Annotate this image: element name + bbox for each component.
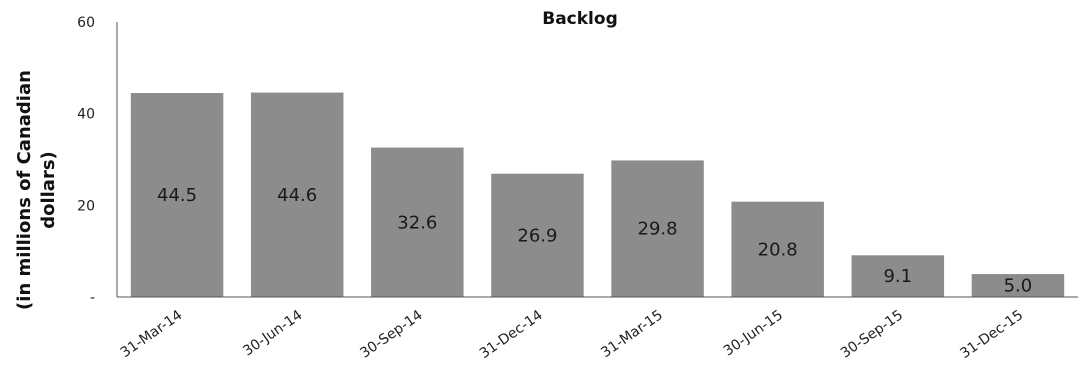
x-tick-label: 30-Jun-15 — [721, 307, 786, 359]
data-label-31-Mar-14: 44.5 — [157, 185, 197, 206]
y-tick-label: 40 — [77, 107, 95, 123]
data-label-31-Dec-15: 5.0 — [1004, 276, 1033, 297]
x-tick-label: 31-Dec-14 — [477, 307, 546, 362]
x-tick-label: 30-Jun-14 — [240, 307, 305, 359]
x-tick-label: 31-Mar-14 — [118, 307, 186, 361]
x-tick-label: 30-Sep-14 — [357, 307, 425, 362]
data-label-31-Dec-14: 26.9 — [517, 225, 557, 246]
y-tick-label: 60 — [77, 15, 95, 31]
y-tick-label: 20 — [77, 198, 95, 214]
bar-31-Mar-15 — [611, 160, 704, 297]
bar-30-Jun-15 — [731, 201, 824, 297]
data-label-30-Jun-15: 20.8 — [758, 239, 798, 260]
bar-30-Sep-15 — [851, 255, 945, 297]
bar-30-Jun-14 — [250, 92, 344, 297]
bar-31-Dec-14 — [491, 173, 584, 297]
y-axis-label-line-1: (in millions of Canadian — [14, 70, 35, 310]
chart-title: Backlog — [542, 9, 618, 29]
bar-31-Mar-14 — [130, 93, 224, 298]
bar-30-Sep-14 — [371, 147, 464, 297]
bar-31-Dec-15 — [971, 274, 1065, 297]
x-tick-label: 31-Dec-15 — [957, 307, 1026, 362]
y-axis-label: (in millions of Canadian dollars) — [14, 70, 59, 310]
data-label-31-Mar-15: 29.8 — [638, 219, 678, 240]
bars-layer: 44.5 44.6 32.6 26.9 29.8 20.8 9.1 5.0 — [130, 92, 1065, 298]
y-axis-label-line-2: dollars) — [38, 151, 59, 229]
x-tick-label: 30-Sep-15 — [838, 307, 906, 361]
data-label-30-Sep-14: 32.6 — [397, 212, 437, 233]
data-label-30-Jun-14: 44.6 — [277, 185, 317, 206]
y-tick-label: - — [90, 290, 95, 306]
data-label-30-Sep-15: 9.1 — [883, 266, 912, 287]
x-tick-label: 31-Mar-15 — [598, 307, 666, 361]
